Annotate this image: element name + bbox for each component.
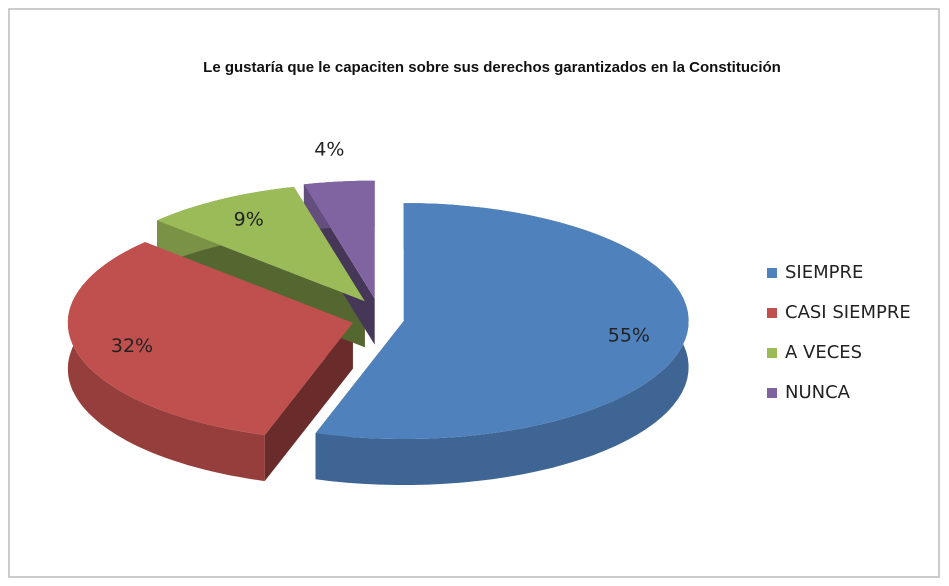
- slice: [303, 180, 375, 299]
- slice: [157, 186, 365, 302]
- legend-label: NUNCA: [785, 382, 851, 403]
- legend-swatch: [767, 268, 777, 278]
- slice-tops: [67, 180, 689, 439]
- slice-side: [264, 322, 353, 482]
- legend-label: SIEMPRE: [785, 262, 863, 283]
- data-label: 4%: [314, 138, 344, 160]
- chart-title: Le gustaría que le capaciten sobre sus d…: [203, 59, 781, 76]
- legend-label: CASI SIEMPRE: [785, 302, 911, 323]
- slice: [315, 203, 689, 439]
- data-label: 32%: [111, 335, 153, 357]
- slice: [67, 242, 353, 436]
- data-label: 55%: [608, 324, 650, 346]
- legend-swatch: [767, 308, 777, 318]
- legend-swatch: [767, 348, 777, 358]
- legend-swatch: [767, 388, 777, 398]
- legend-label: A VECES: [785, 342, 862, 363]
- data-label: 9%: [234, 208, 264, 230]
